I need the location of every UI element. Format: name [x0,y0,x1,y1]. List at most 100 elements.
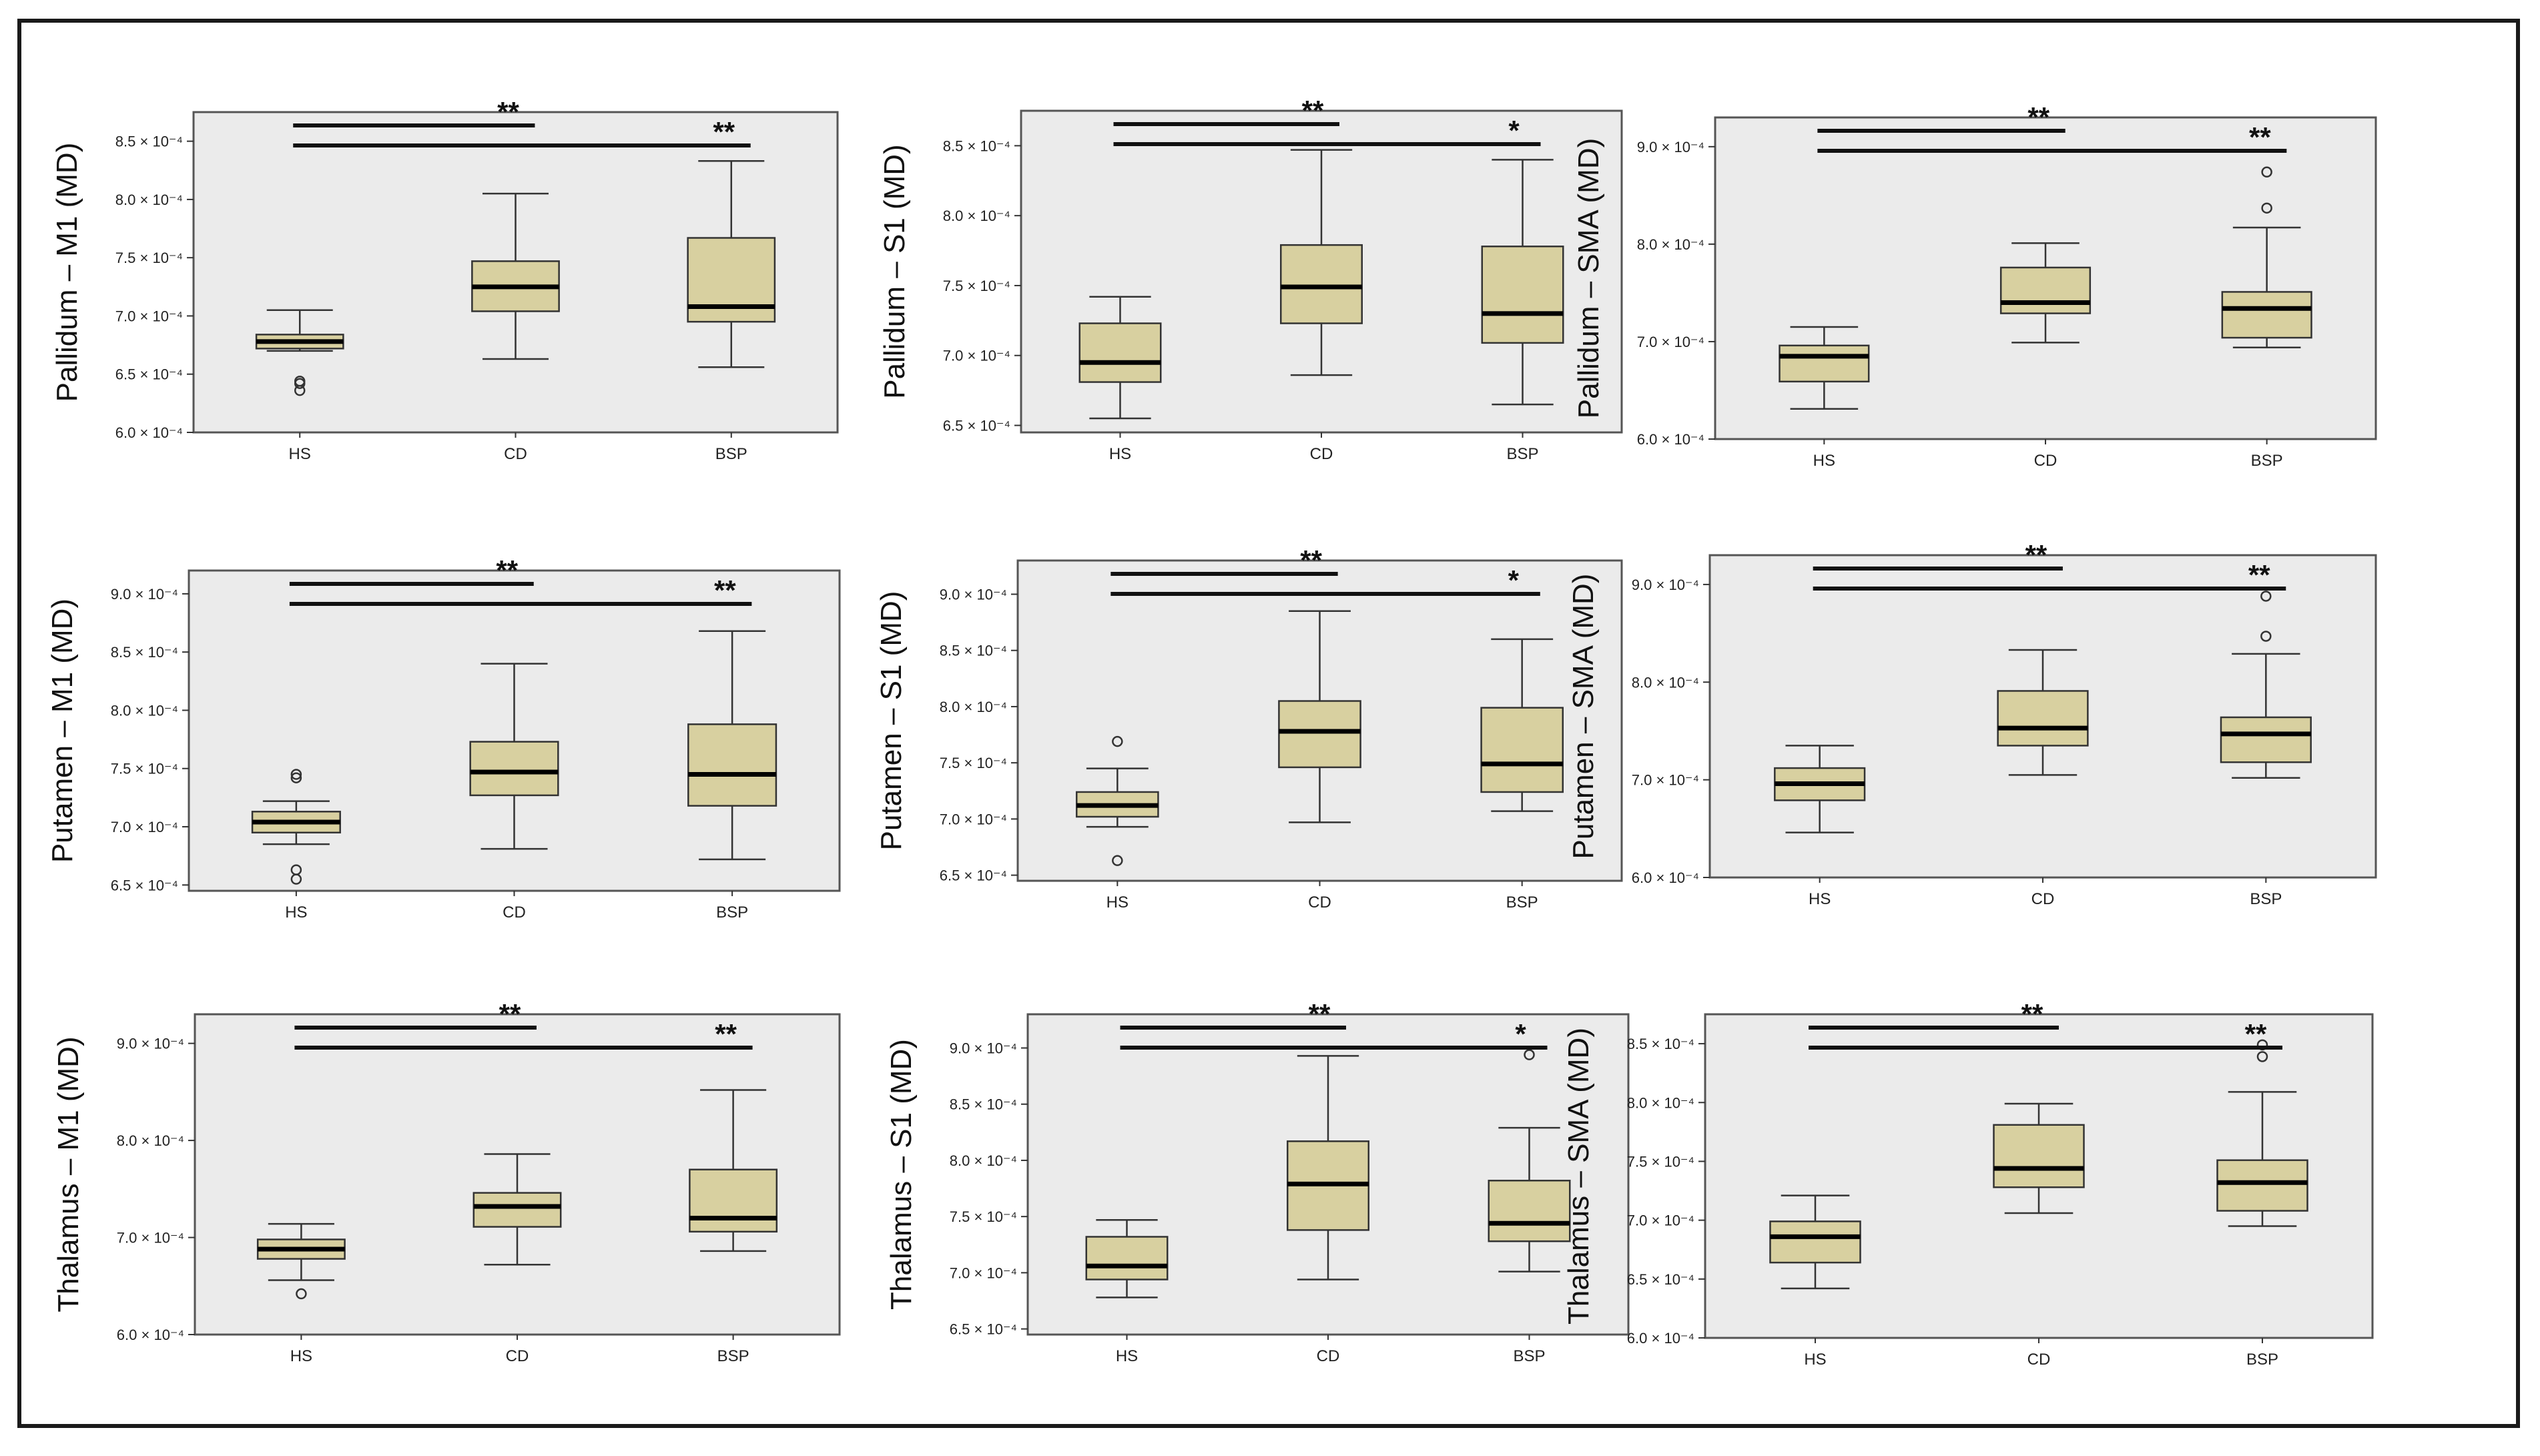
y-tick-label: 9.0 × 10⁻⁴ [1637,139,1704,155]
y-tick-label: 7.0 × 10⁻⁴ [940,811,1007,827]
significance-label: ** [1309,998,1331,1030]
y-tick-label: 9.0 × 10⁻⁴ [940,587,1007,603]
y-tick-label: 6.0 × 10⁻⁴ [1632,869,1699,886]
x-tick-label: BSP [1513,1347,1545,1365]
box-hs [256,1222,346,1300]
box-iqr [1481,246,1564,344]
x-tick-label: CD [2027,1351,2051,1369]
x-tick-label: BSP [1506,445,1538,463]
y-tick-label: 8.0 × 10⁻⁴ [111,702,178,719]
outlier-point [1112,855,1123,866]
y-tick-label: 8.0 × 10⁻⁴ [940,699,1007,715]
x-tick-label: HS [289,445,311,463]
y-tick-label: 7.0 × 10⁻⁴ [111,819,178,835]
box-iqr [2216,1159,2308,1212]
box-iqr [1280,244,1363,324]
x-tick-label: HS [285,903,307,922]
box-bsp [1480,638,1564,812]
outlier-point [290,769,302,780]
box-bsp [1488,1049,1571,1272]
box-iqr [1278,700,1361,769]
y-axis-label: Putamen – M1 (MD) [46,599,79,863]
significance-label: ** [2249,121,2271,153]
y-tick-label: 8.0 × 10⁻⁴ [1637,236,1704,253]
chart-panel-6: 6.0 × 10⁻⁴ 7.0 × 10⁻⁴ 8.0 × 10⁻⁴ 9.0 × 10⁻⁴… [1567,539,2377,908]
x-tick-label: CD [1317,1347,1340,1365]
chart-panel-4: 6.5 × 10⁻⁴ 7.0 × 10⁻⁴ 7.5 × 10⁻⁴ 8.0 × 10⁻⁴… [46,555,841,922]
y-tick-label: 8.0 × 10⁻⁴ [1632,674,1699,691]
box-iqr [689,1168,778,1233]
y-tick-label: 8.5 × 10⁻⁴ [111,644,178,661]
box-cd [1280,149,1363,376]
y-tick-label: 6.5 × 10⁻⁴ [950,1321,1017,1338]
significance-label: ** [496,555,518,586]
outlier-point [294,375,306,387]
y-tick-label: 7.5 × 10⁻⁴ [940,755,1007,771]
y-tick-label: 6.0 × 10⁻⁴ [1637,431,1704,448]
y-tick-label: 8.0 × 10⁻⁴ [115,192,183,208]
y-tick-label: 7.0 × 10⁻⁴ [1637,334,1704,350]
outlier-point [2261,166,2272,178]
significance-label: ** [2021,998,2043,1030]
significance-label: * [1515,1018,1526,1050]
x-tick-label: CD [2034,452,2057,470]
significance-label: ** [715,1018,737,1050]
box-cd [1999,242,2092,344]
y-tick-label: 6.0 × 10⁻⁴ [117,1327,184,1343]
x-tick-label: HS [290,1347,312,1365]
box-iqr [1085,1236,1169,1281]
x-tick-label: CD [504,445,527,463]
significance-label: ** [1300,544,1322,576]
x-tick-label: HS [1813,452,1835,470]
y-tick-label: 8.5 × 10⁻⁴ [115,133,183,150]
x-tick-label: BSP [717,1347,749,1365]
x-tick-label: CD [2031,890,2055,908]
y-tick-label: 7.0 × 10⁻⁴ [1627,1212,1694,1229]
significance-label: * [1508,565,1520,596]
y-axis-label: Putamen – SMA (MD) [1567,574,1600,859]
box-bsp [1481,159,1564,406]
y-tick-label: 7.0 × 10⁻⁴ [117,1230,184,1246]
y-tick-label: 8.5 × 10⁻⁴ [940,643,1007,659]
box-bsp [687,630,777,861]
box-cd [1278,610,1361,823]
box-iqr [687,723,777,807]
y-tick-label: 8.0 × 10⁻⁴ [950,1152,1017,1169]
box-hs [1769,1194,1861,1290]
y-axis-label: Pallidum – S1 (MD) [878,144,911,398]
box-bsp [2221,166,2312,348]
x-tick-label: CD [503,903,526,922]
y-tick-label: 8.0 × 10⁻⁴ [1627,1094,1694,1111]
y-axis-label: Thalamus – SMA (MD) [1562,1028,1595,1325]
box-cd [1287,1055,1369,1281]
y-tick-label: 7.0 × 10⁻⁴ [943,348,1010,364]
outlier-point [1524,1049,1535,1060]
box-hs [1075,735,1159,866]
box-cd [471,192,560,360]
box-cd [1993,1102,2085,1214]
x-tick-label: BSP [715,445,747,463]
box-iqr [687,237,776,323]
box-hs [255,309,344,396]
chart-panel-9: 6.0 × 10⁻⁴ 6.5 × 10⁻⁴ 7.0 × 10⁻⁴ 7.5 × 10⁻⁴… [1562,998,2374,1369]
chart-panel-2: 6.5 × 10⁻⁴ 7.0 × 10⁻⁴ 7.5 × 10⁻⁴ 8.0 × 10⁻⁴… [878,95,1623,463]
box-cd [1997,649,2089,776]
y-tick-label: 7.5 × 10⁻⁴ [950,1208,1017,1225]
significance-label: ** [2027,101,2049,133]
outlier-point [290,864,302,875]
significance-label: * [1508,115,1520,146]
y-tick-label: 9.0 × 10⁻⁴ [111,586,178,603]
box-iqr [1078,322,1162,383]
x-tick-label: BSP [2250,890,2282,908]
y-tick-label: 6.0 × 10⁻⁴ [115,424,183,441]
x-tick-label: CD [506,1347,529,1365]
box-iqr [1997,690,2089,747]
box-iqr [1488,1180,1571,1242]
y-tick-label: 6.5 × 10⁻⁴ [1627,1271,1694,1288]
significance-label: ** [2025,539,2047,571]
outlier-point [290,772,302,783]
chart-panel-3: 6.0 × 10⁻⁴ 7.0 × 10⁻⁴ 8.0 × 10⁻⁴ 9.0 × 10⁻⁴… [1572,101,2377,470]
box-hs [1779,326,1870,410]
significance-label: ** [497,96,519,127]
x-tick-label: HS [1116,1347,1138,1365]
